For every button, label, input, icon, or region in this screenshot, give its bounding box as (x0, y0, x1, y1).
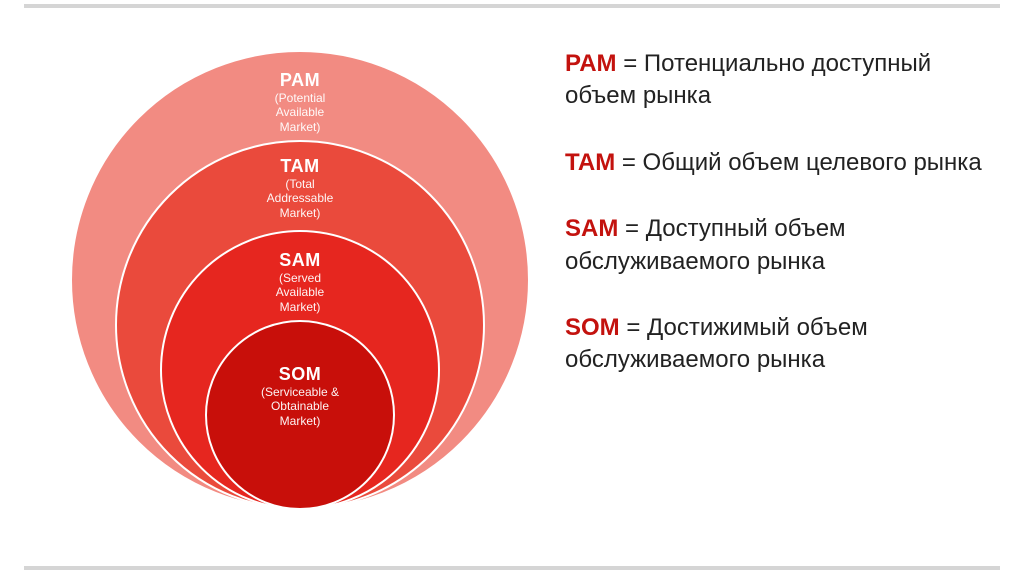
definition-sam-abbr: SAM (565, 215, 618, 242)
circle-sam-text: SAM (ServedAvailableMarket) (162, 250, 438, 314)
definition-tam-text: = Общий объем целевого рынка (615, 149, 981, 176)
definition-pam-text: = Потенциально доступный объем рынка (565, 50, 931, 109)
definition-pam-abbr: PAM (565, 50, 617, 77)
circle-som-text: SOM (Serviceable &ObtainableMarket) (207, 364, 393, 428)
definition-som-abbr: SOM (565, 314, 620, 341)
circle-pam-text: PAM (PotentialAvailableMarket) (72, 70, 528, 134)
circle-tam-text: TAM (TotalAddressableMarket) (117, 156, 483, 220)
bottom-rule (24, 566, 1000, 570)
definition-tam-abbr: TAM (565, 149, 615, 176)
page: PAM (PotentialAvailableMarket) TAM (Tota… (0, 0, 1024, 574)
definition-tam: TAM = Общий объем целевого рынка (565, 147, 1005, 179)
circle-sam-subtitle: (ServedAvailableMarket) (162, 271, 438, 314)
circle-sam-title: SAM (162, 250, 438, 271)
market-circles-diagram: PAM (PotentialAvailableMarket) TAM (Tota… (70, 50, 530, 510)
circle-pam-title: PAM (72, 70, 528, 91)
circle-tam-subtitle: (TotalAddressableMarket) (117, 177, 483, 220)
circle-som-subtitle: (Serviceable &ObtainableMarket) (207, 385, 393, 428)
circle-tam-title: TAM (117, 156, 483, 177)
definition-som: SOM = Достижимый объем обслуживаемого ры… (565, 312, 1005, 377)
definition-sam: SAM = Доступный объем обслуживаемого рын… (565, 213, 1005, 278)
top-rule (24, 4, 1000, 8)
definitions-list: PAM = Потенциально доступный объем рынка… (565, 48, 1005, 411)
circle-som-title: SOM (207, 364, 393, 385)
circle-som: SOM (Serviceable &ObtainableMarket) (205, 320, 395, 510)
circle-pam-subtitle: (PotentialAvailableMarket) (72, 91, 528, 134)
definition-pam: PAM = Потенциально доступный объем рынка (565, 48, 1005, 113)
